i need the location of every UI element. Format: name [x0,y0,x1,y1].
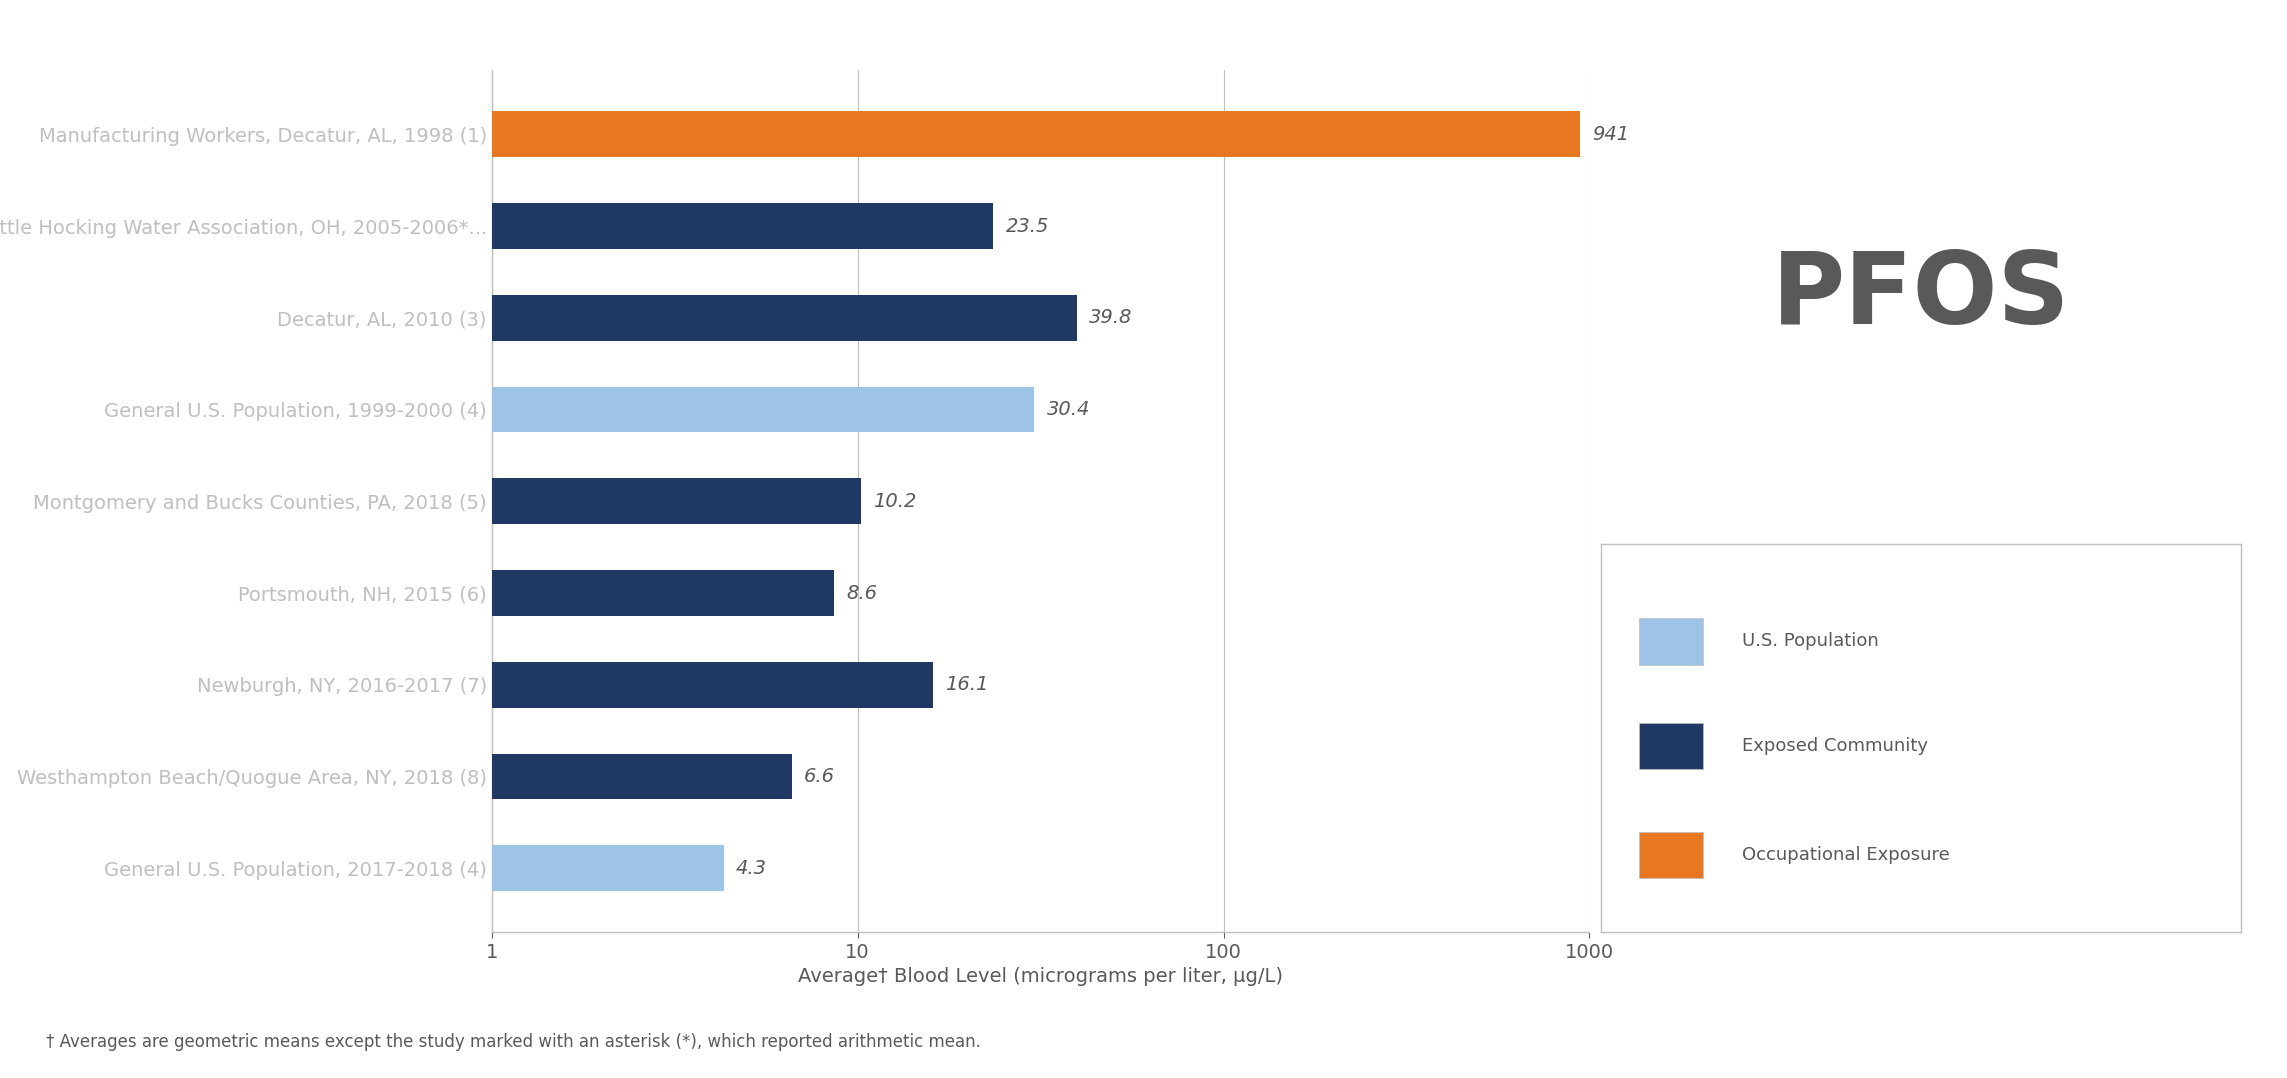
Text: 10.2: 10.2 [874,492,917,511]
Text: Occupational Exposure: Occupational Exposure [1743,846,1949,863]
Bar [492,387,1034,432]
Bar [492,295,1077,341]
Text: 4.3: 4.3 [736,859,766,877]
Bar [492,845,723,892]
Text: † Averages are geometric means except the study marked with an asterisk (*), whi: † Averages are geometric means except th… [46,1033,981,1051]
Text: 8.6: 8.6 [846,583,876,603]
Bar [492,570,835,616]
Bar [492,203,993,249]
Bar [1640,723,1704,770]
X-axis label: Average† Blood Level (micrograms per liter, μg/L): Average† Blood Level (micrograms per lit… [798,967,1283,986]
Text: PFOS: PFOS [1772,248,2070,345]
Text: Exposed Community: Exposed Community [1743,737,1928,756]
Bar [492,479,860,524]
Bar [492,662,933,707]
Text: 39.8: 39.8 [1089,308,1132,328]
Text: 941: 941 [1592,125,1628,143]
Bar [1640,831,1704,879]
Bar [492,754,791,800]
Text: 16.1: 16.1 [945,675,988,694]
Text: U.S. Population: U.S. Population [1743,633,1878,650]
Bar [1640,618,1704,665]
Bar [492,111,1580,157]
Text: 30.4: 30.4 [1047,400,1091,419]
Text: 23.5: 23.5 [1006,217,1050,235]
Text: 6.6: 6.6 [803,768,835,786]
